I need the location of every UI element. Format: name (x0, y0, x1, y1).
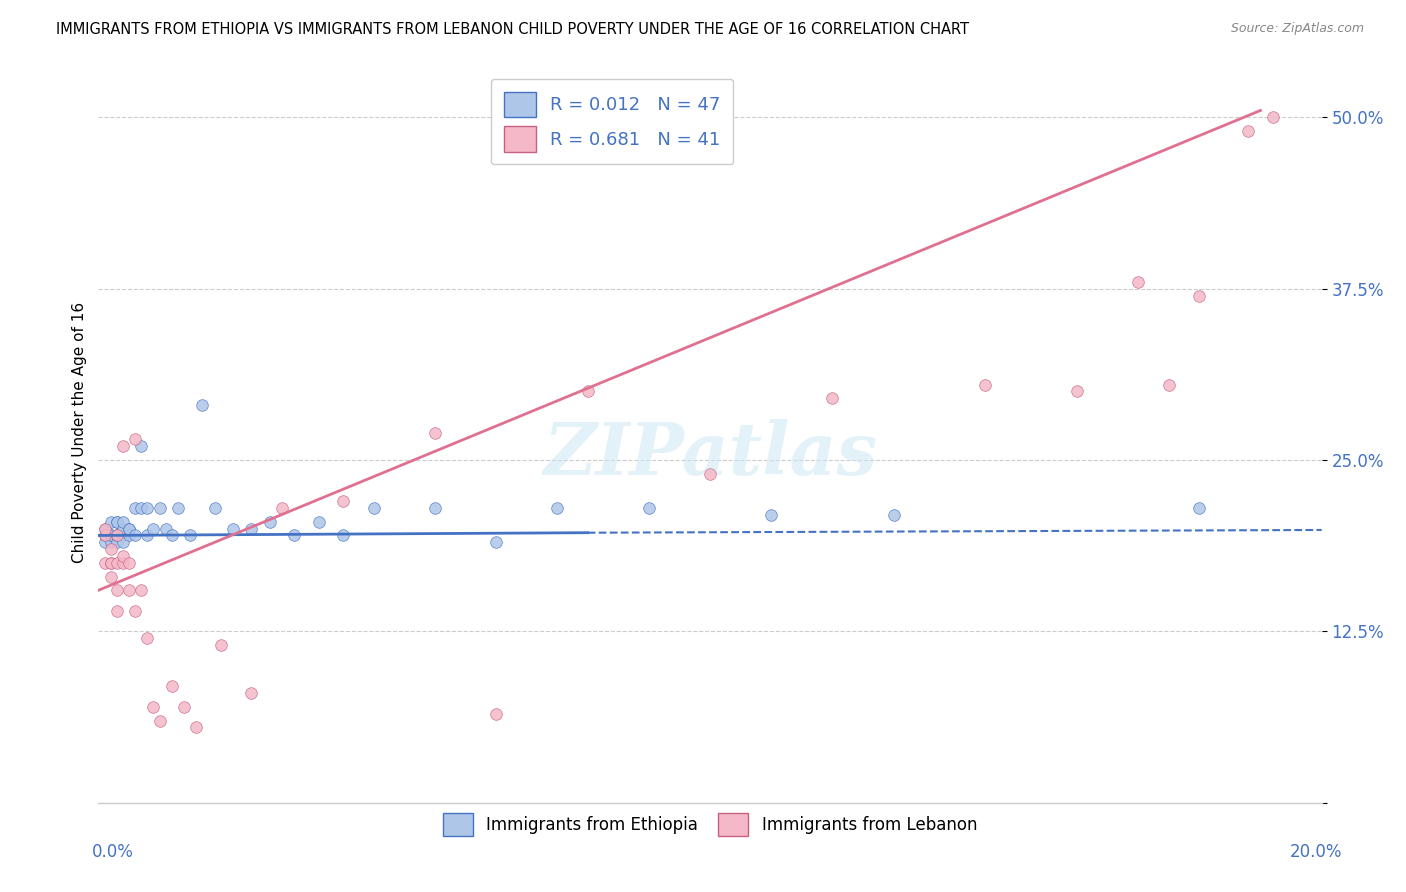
Point (637, 501, 661, 516)
Point (332, 494, 354, 508)
Point (100, 528, 122, 542)
Point (111, 549, 134, 563)
Point (576, 384, 599, 399)
Point (149, 714, 172, 728)
Point (149, 501, 172, 516)
Point (124, 604, 146, 618)
Legend: Immigrants from Ethiopia, Immigrants from Lebanon: Immigrants from Ethiopia, Immigrants fro… (433, 803, 987, 847)
Point (142, 699, 165, 714)
Point (191, 398, 214, 412)
Point (124, 501, 146, 516)
Point (1066, 384, 1088, 399)
Text: 20.0%: 20.0% (1291, 843, 1343, 861)
Point (111, 522, 134, 536)
Point (105, 556, 128, 570)
Point (821, 392, 844, 406)
Point (100, 542, 122, 557)
Point (105, 583, 128, 598)
Point (259, 515, 281, 529)
Point (93, 556, 115, 570)
Point (129, 583, 152, 598)
Point (699, 467, 721, 481)
Point (93, 528, 115, 542)
Point (105, 515, 128, 529)
Point (118, 583, 141, 598)
Point (111, 535, 134, 549)
Point (485, 706, 508, 721)
Point (1128, 275, 1150, 289)
Point (204, 501, 226, 516)
Y-axis label: Child Poverty Under the Age of 16: Child Poverty Under the Age of 16 (72, 302, 87, 563)
Point (100, 556, 122, 570)
Point (423, 425, 446, 440)
Point (93, 522, 115, 536)
Point (240, 686, 263, 700)
Point (308, 515, 330, 529)
Point (759, 508, 782, 522)
Point (1261, 110, 1284, 124)
Point (485, 535, 508, 549)
Point (1188, 501, 1211, 516)
Point (124, 528, 146, 542)
Point (883, 508, 905, 522)
Point (100, 535, 122, 549)
Point (423, 501, 446, 516)
Point (136, 632, 159, 646)
Point (167, 501, 190, 516)
Point (129, 439, 152, 453)
Point (124, 433, 146, 447)
Point (111, 439, 134, 453)
Point (93, 522, 115, 536)
Point (93, 535, 115, 549)
Point (100, 556, 122, 570)
Point (155, 522, 177, 536)
Point (105, 528, 128, 542)
Point (105, 515, 128, 529)
Point (100, 515, 122, 529)
Point (270, 501, 292, 516)
Point (136, 528, 159, 542)
Text: ZIPatlas: ZIPatlas (543, 419, 877, 491)
Point (118, 556, 141, 570)
Point (118, 522, 141, 536)
Point (222, 522, 245, 536)
Point (105, 604, 128, 618)
Point (186, 720, 208, 734)
Point (100, 528, 122, 542)
Point (974, 377, 997, 392)
Point (363, 501, 385, 516)
Point (136, 501, 159, 516)
Point (93, 528, 115, 542)
Point (142, 522, 165, 536)
Point (173, 699, 195, 714)
Point (209, 638, 232, 652)
Point (105, 528, 128, 542)
Text: Source: ZipAtlas.com: Source: ZipAtlas.com (1230, 22, 1364, 36)
Point (240, 522, 263, 536)
Point (105, 535, 128, 549)
Point (100, 569, 122, 583)
Point (332, 528, 354, 542)
Point (1157, 377, 1180, 392)
Point (283, 528, 305, 542)
Point (111, 528, 134, 542)
Point (1188, 288, 1211, 302)
Text: IMMIGRANTS FROM ETHIOPIA VS IMMIGRANTS FROM LEBANON CHILD POVERTY UNDER THE AGE : IMMIGRANTS FROM ETHIOPIA VS IMMIGRANTS F… (56, 22, 969, 37)
Point (1237, 124, 1260, 138)
Point (129, 501, 152, 516)
Text: 0.0%: 0.0% (91, 843, 134, 861)
Point (546, 501, 568, 516)
Point (118, 522, 141, 536)
Point (105, 528, 128, 542)
Point (160, 528, 183, 542)
Point (179, 528, 201, 542)
Point (111, 515, 134, 529)
Point (111, 556, 134, 570)
Point (118, 528, 141, 542)
Point (160, 679, 183, 693)
